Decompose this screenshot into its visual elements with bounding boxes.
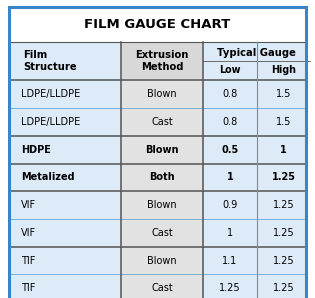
Text: Blown: Blown (146, 145, 179, 155)
Text: 0.8: 0.8 (222, 117, 238, 127)
Text: Cast: Cast (151, 117, 173, 127)
Text: 0.8: 0.8 (222, 89, 238, 99)
Bar (121, 80, 203, 298)
Text: VIF: VIF (21, 228, 36, 238)
Text: FILM GAUGE CHART: FILM GAUGE CHART (84, 18, 231, 31)
Text: Blown: Blown (147, 256, 177, 266)
Text: Blown: Blown (147, 200, 177, 210)
Bar (121, 42, 203, 80)
Text: LDPE/LLDPE: LDPE/LLDPE (21, 89, 80, 99)
Text: Blown: Blown (147, 89, 177, 99)
Text: 0.5: 0.5 (221, 145, 238, 155)
Text: VIF: VIF (21, 200, 36, 210)
Text: 0.9: 0.9 (222, 200, 238, 210)
Text: 1.25: 1.25 (273, 283, 294, 293)
Bar (9, 7, 306, 42)
Text: Low: Low (219, 65, 241, 75)
Text: 1: 1 (226, 173, 233, 182)
Bar (9, 42, 306, 80)
Text: Typical Gauge: Typical Gauge (217, 48, 296, 58)
Text: LDPE/LLDPE: LDPE/LLDPE (21, 117, 80, 127)
Text: 1.25: 1.25 (273, 256, 294, 266)
Text: Both: Both (149, 173, 175, 182)
Text: Metalized: Metalized (21, 173, 74, 182)
Text: Film
Structure: Film Structure (23, 50, 77, 72)
Text: 1.25: 1.25 (273, 228, 294, 238)
Text: 1.25: 1.25 (219, 283, 241, 293)
Text: 1.25: 1.25 (272, 173, 295, 182)
Text: 1.5: 1.5 (276, 117, 291, 127)
Text: HDPE: HDPE (21, 145, 50, 155)
Bar (9, 80, 306, 298)
Text: Extrusion
Method: Extrusion Method (135, 50, 189, 72)
Text: Cast: Cast (151, 228, 173, 238)
Text: 1: 1 (227, 228, 233, 238)
Text: 1.1: 1.1 (222, 256, 238, 266)
Text: 1.5: 1.5 (276, 89, 291, 99)
Text: TIF: TIF (21, 256, 35, 266)
Text: TIF: TIF (21, 283, 35, 293)
Text: 1: 1 (280, 145, 287, 155)
Text: 1.25: 1.25 (273, 200, 294, 210)
Text: Cast: Cast (151, 283, 173, 293)
Text: High: High (271, 65, 296, 75)
